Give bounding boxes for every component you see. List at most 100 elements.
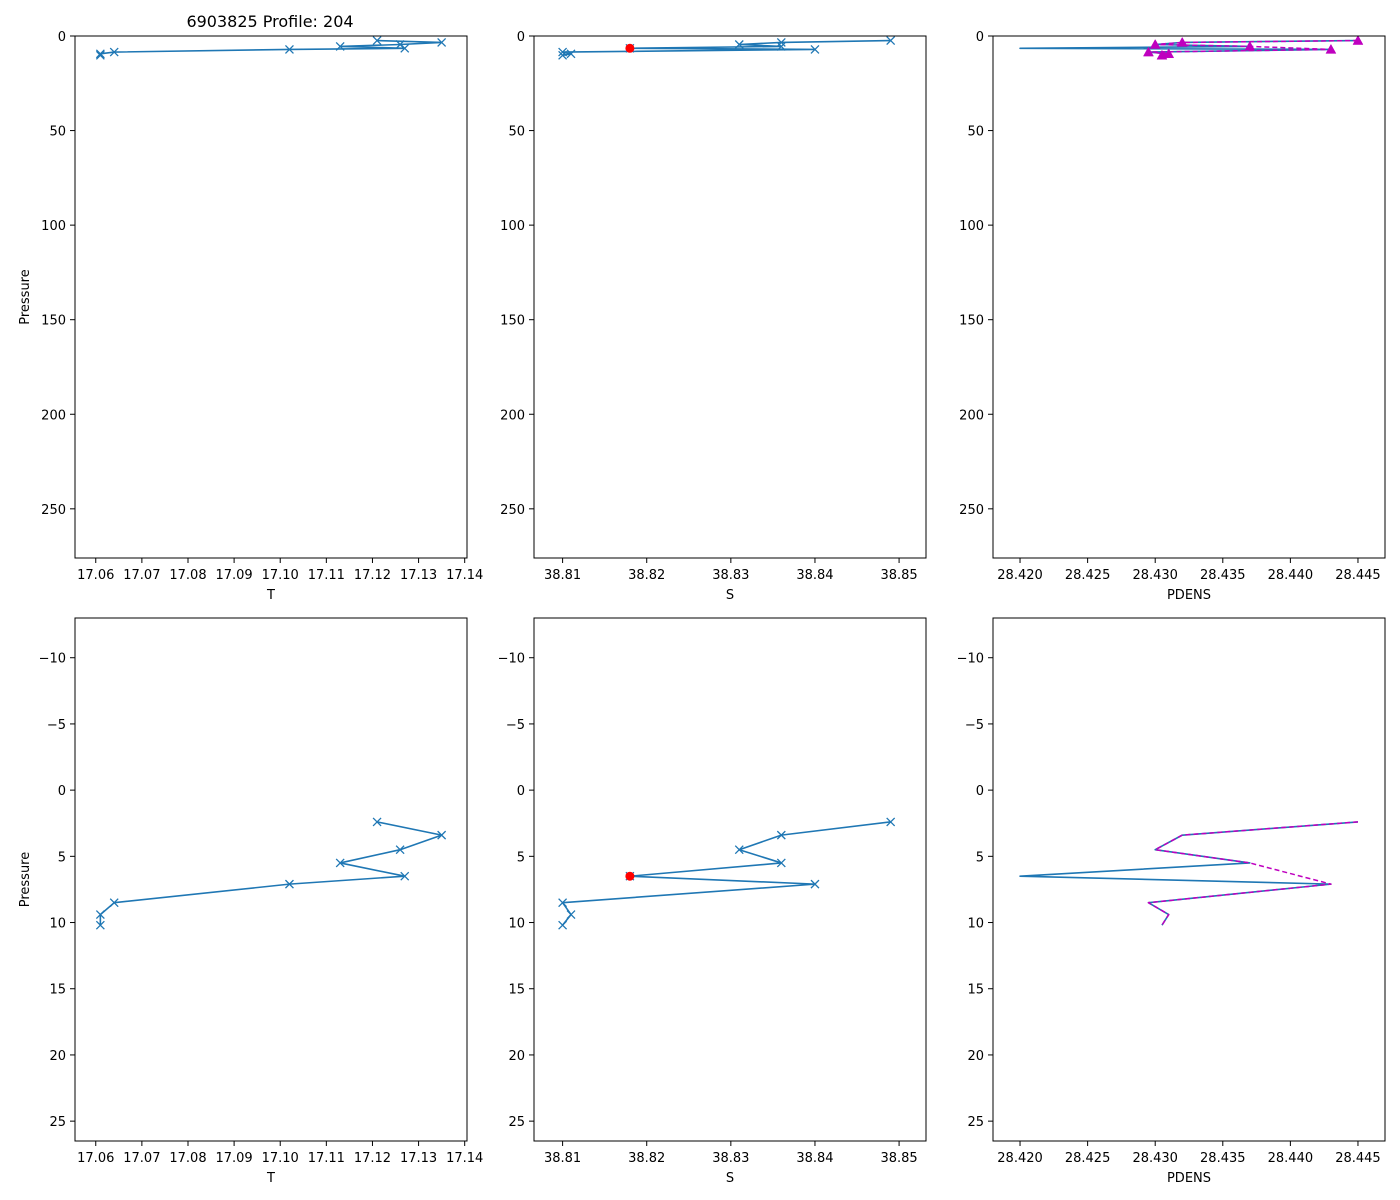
data-point-marker [109,47,119,57]
data-point-marker [810,879,820,889]
x-tick-label: 28.440 [1268,1151,1314,1166]
data-point-triangle [1149,38,1161,49]
y-axis-label: Pressure [18,269,33,325]
x-tick-label: 38.82 [628,568,665,583]
data-point-marker [335,858,345,868]
x-tick-label: 38.83 [712,568,749,583]
y-tick-label: 50 [49,125,66,140]
y-tick-label: 100 [500,219,525,234]
y-tick-label: 150 [500,314,525,329]
y-tick-label: −10 [957,652,984,667]
data-point-marker [776,41,786,51]
y-tick-label: 25 [508,1115,525,1130]
data-point-marker [372,36,382,45]
y-tick-label: 200 [500,408,525,423]
x-tick-label: 38.85 [880,1151,917,1166]
data-point-marker [437,830,447,840]
data-point-marker [284,44,294,54]
y-tick-label: 10 [49,917,66,932]
y-tick-label: 5 [517,850,525,865]
y-tick-label: 200 [959,408,984,423]
x-tick-label: 17.14 [446,1151,483,1166]
data-point-marker [95,920,105,930]
data-series-group [1019,36,1364,60]
x-tick-label: 17.07 [123,568,160,583]
data-point-marker [776,858,786,868]
x-tick-label: 17.09 [215,1151,252,1166]
x-tick-label: 28.425 [1065,568,1111,583]
y-tick-label: 20 [49,1049,66,1064]
x-tick-label: 28.435 [1200,568,1246,583]
flagged-point [625,871,635,881]
axes-frame [533,617,927,1142]
x-tick-label: 17.13 [400,568,437,583]
x-tick-label: 17.09 [215,568,252,583]
y-tick-label: 250 [959,503,984,518]
y-axis-label: Pressure [18,852,33,908]
axes-frame [992,617,1386,1142]
x-tick-label: 38.85 [880,568,917,583]
data-point-marker [886,817,896,827]
x-tick-label: 38.82 [628,1151,665,1166]
data-point-marker [558,47,568,57]
data-point-marker [566,49,576,59]
axes-frame [74,617,468,1142]
x-tick-label: 17.13 [400,1151,437,1166]
y-tick-label: −5 [506,718,525,733]
data-series-group [558,36,896,60]
x-tick-label: 28.420 [997,1151,1043,1166]
y-tick-label: 0 [976,30,984,45]
x-tick-label: 28.430 [1132,1151,1178,1166]
plots-layer: 17.06 17.07 17.08 17.09 17.10 17.11 17.12 17.13… [18,30,1386,1186]
subplot-bottom-density: 28.420 28.425 28.430 28.435 28.440 28.445 −10 −… [957,617,1386,1186]
data-point-marker [109,898,119,908]
data-point-triangle [1156,49,1168,60]
data-series-group [1019,821,1359,926]
x-tick-label: 38.81 [544,1151,581,1166]
x-axis-label: S [726,588,734,603]
figure-title: 6903825 Profile: 204 [186,12,353,31]
y-tick-label: 25 [967,1115,984,1130]
x-axis-label: T [266,588,275,603]
x-tick-label: 38.83 [712,1151,749,1166]
data-point-marker [886,36,896,45]
data-point-marker [734,40,744,49]
data-point-marker [95,50,105,60]
y-tick-label: −10 [498,652,525,667]
data-point-marker [558,898,568,908]
data-series-group [558,817,896,930]
x-tick-label: 17.14 [446,568,483,583]
x-tick-label: 17.10 [262,1151,299,1166]
data-point-marker [734,845,744,855]
x-axis-label: PDENS [1167,1171,1211,1186]
y-tick-label: 10 [508,917,525,932]
data-point-marker [395,845,405,855]
subplot-top-salinity: 38.81 38.82 38.83 38.84 38.85 0 50 100 150 200 250… [500,30,927,603]
data-point-marker [558,920,568,930]
x-axis-label: S [726,1171,734,1186]
y-tick-label: 15 [49,983,66,998]
y-tick-label: 100 [959,219,984,234]
y-tick-label: 100 [41,219,66,234]
x-tick-label: 17.12 [354,568,391,583]
y-tick-label: 10 [967,917,984,932]
data-point-marker [776,37,786,47]
y-tick-label: 0 [517,784,525,799]
subplot-top-temperature: 17.06 17.07 17.08 17.09 17.10 17.11 17.12 17.13… [18,30,483,603]
series-line-pdens_overlay [1147,39,1358,57]
x-tick-label: 28.445 [1335,568,1381,583]
data-series-group [95,36,447,60]
y-tick-label: 150 [41,314,66,329]
x-tick-label: 38.84 [796,1151,833,1166]
data-point-marker [335,41,345,51]
data-point-triangle [1325,43,1337,54]
data-point-marker [810,44,820,54]
data-series-group [95,817,447,930]
y-tick-label: 250 [41,503,66,518]
x-tick-label: 28.445 [1335,1151,1381,1166]
y-tick-label: 20 [967,1049,984,1064]
x-axis-label: T [266,1171,275,1186]
data-point-triangle [1244,40,1256,51]
